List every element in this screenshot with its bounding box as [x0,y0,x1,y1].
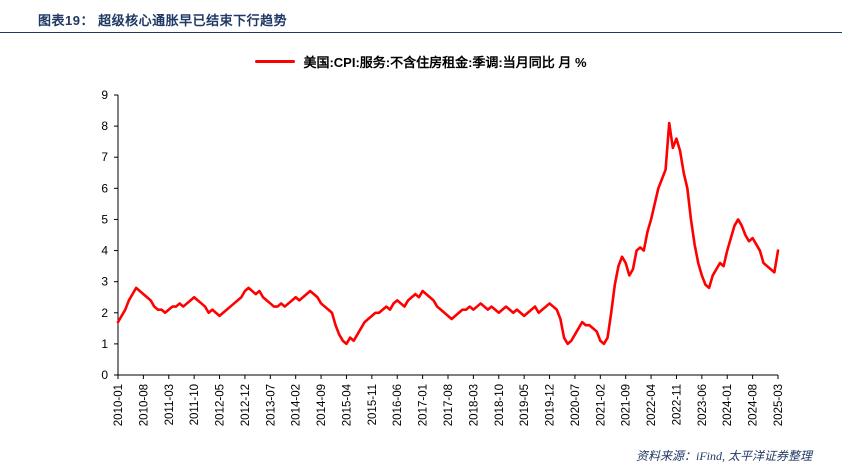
x-tick-label: 2017-01 [418,384,430,426]
legend-line-swatch [255,60,296,63]
x-tick-label: 2022-04 [646,383,658,426]
x-tick-label: 2017-08 [443,384,455,426]
y-tick-label: 9 [101,88,108,102]
x-tick-label: 2019-05 [519,384,531,426]
x-tick-label: 2020-07 [570,384,582,426]
y-tick-label: 3 [101,275,108,289]
x-tick-label: 2021-09 [621,384,633,426]
x-tick-label: 2014-09 [316,384,328,426]
y-tick-label: 0 [101,368,108,382]
y-tick-label: 1 [101,337,108,351]
x-tick-label: 2016-06 [392,384,404,426]
x-tick-label: 2023-06 [697,384,709,426]
chart-header: 图表19： 超级核心通胀早已结束下行趋势 [38,10,822,30]
chart-title: 图表19： 超级核心通胀早已结束下行趋势 [38,13,288,28]
x-tick-label: 2024-08 [748,384,760,426]
x-tick-label: 2010-01 [113,384,125,426]
x-tick-label: 2019-12 [545,384,557,426]
header-divider [0,32,842,33]
x-tick-label: 2021-02 [595,384,607,426]
legend-label: 美国:CPI:服务:不含住房租金:季调:当月同比 月 % [303,55,587,70]
x-tick-label: 2014-02 [291,384,303,426]
chart-canvas: 0 1 2 3 4 5 6 7 8 9 2010-01 2010-08 2011-03 2011-10 20… [101,88,785,426]
y-tick-label: 8 [101,119,108,133]
x-tick-label: 2024-01 [722,384,734,426]
x-tick-label: 2013-07 [265,384,277,426]
x-tick-label: 2025-03 [773,384,785,426]
x-tick-label: 2011-10 [189,384,201,425]
y-tick-label: 4 [101,244,108,258]
x-tick-label: 2010-08 [138,384,150,426]
cpi-line-chart: 0 1 2 3 4 5 6 7 8 9 2010-01 2010-08 2011-03 2011-10 20… [0,80,842,448]
x-tick-label: 2018-03 [468,384,480,426]
x-tick-label: 2015-04 [341,383,353,426]
x-tick-label: 2022-11 [671,384,683,425]
y-tick-label: 7 [101,150,108,164]
x-tick-label: 2012-05 [215,384,227,426]
y-tick-label: 5 [101,212,108,226]
x-tick-label: 2012-12 [240,384,252,426]
series-line [116,121,780,346]
x-tick-label: 2011-03 [164,384,176,425]
y-tick-label: 2 [101,306,108,320]
x-tick-label: 2018-10 [494,384,506,426]
x-tick-label: 2015-11 [367,384,379,425]
source-note: 资料来源：iFind, 太平洋证券整理 [636,449,812,463]
chart-legend: 美国:CPI:服务:不含住房租金:季调:当月同比 月 % [0,52,842,71]
y-tick-label: 6 [101,181,108,195]
